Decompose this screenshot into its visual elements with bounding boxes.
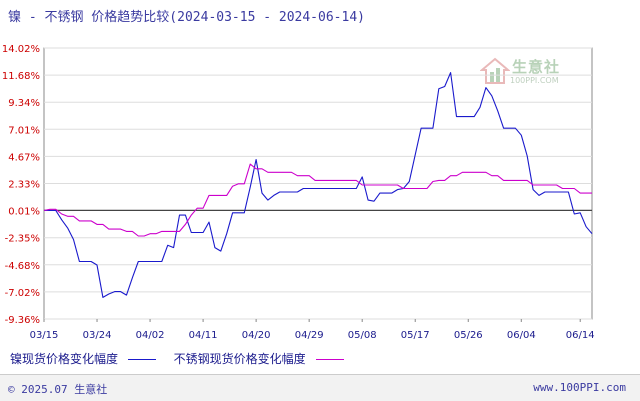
legend-swatch-stainless bbox=[315, 359, 344, 360]
copyright-text: © 2025.07 生意社 bbox=[8, 383, 108, 396]
y-tick-label: 9.34% bbox=[8, 98, 40, 109]
y-tick-label: 0.01% bbox=[8, 206, 40, 217]
y-tick-label: -2.35% bbox=[5, 234, 40, 245]
chart-legend: 镍现货价格变化幅度 不锈钢现货价格变化幅度 bbox=[10, 350, 358, 367]
legend-swatch-nickel bbox=[127, 359, 156, 360]
y-tick-label: -7.02% bbox=[5, 288, 40, 299]
x-tick-label: 03/24 bbox=[83, 330, 112, 341]
y-tick-label: 2.33% bbox=[8, 180, 40, 191]
x-tick-label: 04/29 bbox=[295, 330, 324, 341]
x-tick-label: 05/08 bbox=[348, 330, 377, 341]
series-line-stainless bbox=[43, 163, 592, 237]
x-tick-label: 05/26 bbox=[454, 330, 483, 341]
footer-bar: © 2025.07 生意社 www.100PPI.com bbox=[0, 374, 640, 401]
series-line-nickel bbox=[44, 72, 593, 298]
legend-label-stainless: 不锈钢现货价格变化幅度 bbox=[173, 352, 306, 366]
legend-item-nickel: 镍现货价格变化幅度 bbox=[10, 350, 156, 367]
watermark-text: 生意社 bbox=[512, 58, 561, 76]
x-tick-label: 04/20 bbox=[242, 330, 271, 341]
legend-label-nickel: 镍现货价格变化幅度 bbox=[10, 352, 119, 366]
legend-item-stainless: 不锈钢现货价格变化幅度 bbox=[174, 350, 344, 367]
x-tick-label: 06/14 bbox=[566, 330, 595, 341]
watermark-subtext: 100PPI.COM bbox=[510, 76, 559, 85]
y-tick-label: -4.68% bbox=[5, 261, 40, 272]
site-link[interactable]: www.100PPI.com bbox=[533, 381, 626, 394]
y-tick-label: -9.36% bbox=[5, 315, 40, 326]
chart-title: 镍 - 不锈钢 价格趋势比较(2024-03-15 - 2024-06-14) bbox=[8, 10, 365, 25]
x-tick-label: 04/11 bbox=[189, 330, 218, 341]
y-tick-label: 11.68% bbox=[2, 71, 40, 82]
x-tick-label: 03/15 bbox=[30, 330, 59, 341]
x-tick-label: 05/17 bbox=[401, 330, 430, 341]
y-tick-label: 7.01% bbox=[8, 125, 40, 136]
y-tick-label: 4.67% bbox=[8, 152, 40, 163]
y-tick-label: 14.02% bbox=[2, 44, 40, 55]
x-tick-label: 04/02 bbox=[136, 330, 165, 341]
x-tick-label: 06/04 bbox=[507, 330, 536, 341]
